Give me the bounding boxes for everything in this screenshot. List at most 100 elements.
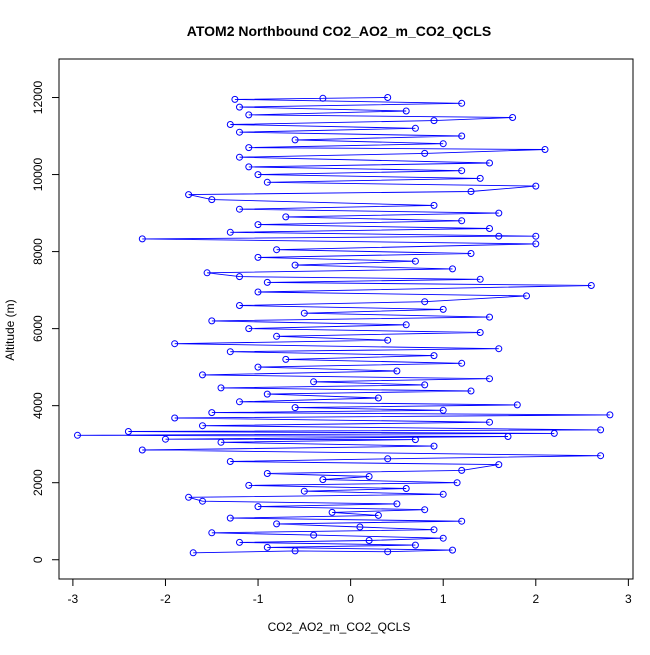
data-point	[458, 132, 466, 140]
data-point	[513, 401, 521, 409]
data-point	[226, 228, 234, 236]
data-point	[458, 517, 466, 525]
data-point	[430, 201, 438, 209]
data-point	[273, 246, 281, 254]
data-point	[476, 329, 484, 336]
data-point	[402, 321, 410, 329]
data-point	[245, 163, 253, 171]
data-point	[226, 121, 234, 128]
data-point	[138, 446, 146, 454]
data-point	[263, 543, 271, 551]
data-point	[411, 541, 419, 549]
data-point	[587, 282, 595, 289]
data-point	[467, 188, 475, 195]
data-point	[254, 221, 262, 229]
data-point	[254, 363, 262, 371]
data-point	[453, 479, 461, 487]
data-point	[171, 340, 179, 348]
data-point	[606, 411, 614, 419]
data-point	[430, 442, 438, 450]
data-point	[254, 503, 262, 511]
data-point	[495, 209, 503, 217]
data-point	[356, 523, 364, 531]
y-tick-label: 0	[31, 556, 45, 563]
data-point	[263, 278, 271, 286]
data-point	[402, 485, 410, 492]
data-point	[467, 387, 475, 395]
data-point	[171, 414, 179, 422]
data-point	[124, 428, 132, 435]
series-layer	[74, 94, 614, 557]
data-point	[185, 493, 193, 501]
data-point	[236, 273, 243, 281]
data-point	[199, 371, 206, 379]
data-point	[393, 500, 401, 508]
chart-title: ATOM2 Northbound CO2_AO2_m_CO2_QCLS	[187, 23, 491, 39]
data-point	[523, 292, 530, 300]
x-tick-label: 1	[440, 592, 447, 606]
data-point	[236, 302, 243, 309]
y-tick-label: 10000	[31, 158, 45, 192]
data-point	[208, 529, 216, 537]
data-point	[273, 332, 281, 340]
data-point	[208, 196, 216, 204]
data-point	[486, 418, 493, 426]
data-point	[597, 452, 605, 460]
data-point	[532, 232, 540, 240]
data-point	[365, 473, 373, 480]
data-point	[254, 171, 262, 179]
y-tick-label: 2000	[31, 469, 45, 496]
x-axis: -3 -2 -1 0 1 2 3	[68, 578, 632, 606]
data-point	[597, 426, 605, 434]
data-point	[208, 409, 216, 417]
data-point	[226, 514, 234, 522]
data-point	[282, 355, 290, 363]
data-point	[310, 531, 318, 539]
data-point	[541, 146, 549, 153]
data-point	[411, 124, 419, 132]
y-axis: 0 2000 4000 6000 8000 10000 12000	[31, 81, 60, 563]
data-point	[421, 149, 429, 157]
data-point	[217, 384, 225, 392]
data-point	[263, 178, 271, 186]
data-point	[203, 269, 211, 277]
data-point	[495, 461, 503, 469]
x-tick-label: 3	[625, 592, 632, 606]
data-point	[449, 265, 456, 273]
data-point	[458, 167, 466, 175]
data-point	[458, 359, 466, 367]
data-point	[236, 205, 243, 213]
data-point	[421, 298, 429, 306]
y-tick-label: 12000	[31, 81, 45, 115]
data-point	[245, 144, 253, 152]
data-point	[504, 433, 512, 440]
data-point	[439, 305, 447, 313]
data-point	[291, 136, 299, 144]
data-point	[208, 317, 216, 325]
data-point	[245, 325, 253, 333]
data-point	[162, 435, 169, 443]
y-axis-label: Altitude (m)	[3, 299, 17, 360]
data-point	[291, 404, 299, 412]
data-point	[254, 253, 262, 261]
series-line	[77, 97, 610, 554]
data-point	[199, 422, 206, 430]
data-point	[263, 470, 271, 477]
data-point	[319, 476, 327, 484]
data-point	[430, 352, 438, 360]
data-point	[402, 107, 410, 115]
data-point	[236, 103, 243, 111]
data-point	[430, 117, 438, 125]
data-point	[439, 406, 447, 414]
data-point	[486, 225, 493, 232]
data-point	[74, 431, 81, 439]
y-tick-label: 4000	[31, 392, 45, 419]
data-point	[449, 546, 456, 554]
data-point	[439, 140, 447, 148]
x-tick-label: -2	[160, 592, 171, 606]
data-point	[476, 275, 484, 283]
data-point	[486, 159, 493, 167]
data-point	[421, 381, 429, 389]
data-point	[254, 288, 262, 296]
